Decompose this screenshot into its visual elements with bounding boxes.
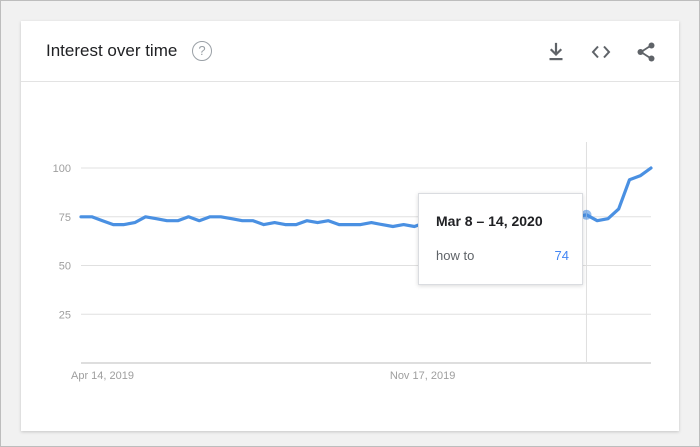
- x-tick-label-start: Apr 14, 2019: [71, 370, 134, 382]
- embed-code-icon[interactable]: [590, 41, 612, 63]
- x-tick-label-mid: Nov 17, 2019: [390, 370, 455, 382]
- interest-over-time-card: Interest over time ?: [21, 21, 679, 431]
- hover-point[interactable]: [581, 209, 592, 220]
- help-icon[interactable]: ?: [192, 41, 212, 61]
- tooltip-value: 74: [554, 248, 569, 263]
- x-axis-ticks: Apr 14, 2019 Nov 17, 2019: [71, 370, 455, 382]
- highlight-layer: [581, 142, 592, 363]
- y-tick-label: 50: [59, 261, 71, 273]
- y-tick-label: 25: [59, 309, 71, 321]
- card-title: Interest over time: [46, 41, 178, 60]
- chart-tooltip: Mar 8 – 14, 2020 how to 74: [418, 193, 583, 285]
- share-icon[interactable]: [635, 41, 657, 63]
- card-header: Interest over time ?: [21, 21, 679, 82]
- y-tick-label: 75: [59, 212, 71, 224]
- line-chart[interactable]: 25 50 75 100 Apr 14, 2019 Nov 17, 2019: [21, 82, 679, 431]
- chart-grid: [81, 167, 651, 364]
- tooltip-date: Mar 8 – 14, 2020: [436, 213, 543, 229]
- tooltip-series-label: how to: [436, 248, 475, 263]
- y-tick-label: 100: [53, 163, 71, 175]
- y-axis-ticks: 25 50 75 100: [53, 163, 71, 321]
- download-icon[interactable]: [545, 41, 567, 63]
- chart-area: 25 50 75 100 Apr 14, 2019 Nov 17, 2019: [21, 82, 679, 431]
